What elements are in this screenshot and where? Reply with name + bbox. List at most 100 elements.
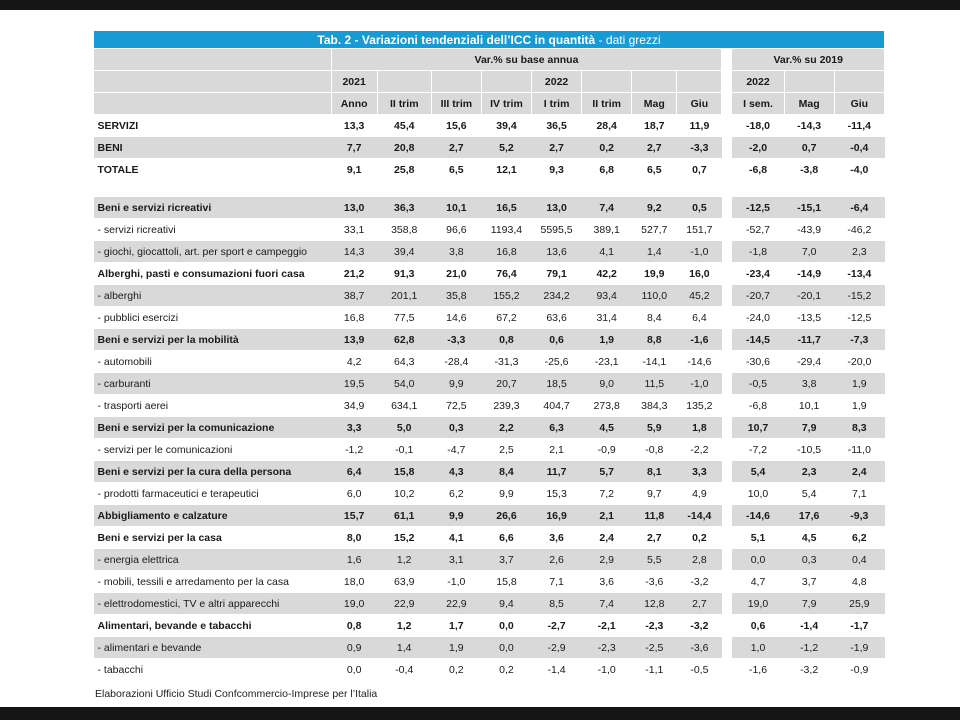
cell-value: 389,1 — [581, 218, 632, 241]
cell-value: 5595,5 — [531, 218, 582, 241]
cell-value: -52,7 — [731, 218, 785, 241]
cell-value: 5,5 — [631, 548, 677, 571]
cell-value: 8,5 — [531, 592, 582, 615]
table-row: Beni e servizi ricreativi 13,0 36,3 10,1 16,… — [93, 196, 885, 219]
cell-value: 9,4 — [481, 592, 532, 615]
cell-value: 7,9 — [784, 592, 835, 615]
table-row: - elettrodomestici, TV e altri apparecch… — [93, 592, 885, 615]
column-gap — [721, 218, 732, 241]
cell-value: 14,6 — [431, 306, 482, 329]
column-gap — [721, 658, 732, 681]
column-gap — [721, 438, 732, 461]
cell-value: 4,8 — [834, 570, 885, 593]
column-gap — [721, 570, 732, 593]
column-gap — [721, 136, 732, 159]
cell-value: 2,3 — [834, 240, 885, 263]
cell-value: 0,7 — [784, 136, 835, 159]
row-label: - giochi, giocattoli, art. per sport e c… — [93, 240, 332, 263]
cell-value: 91,3 — [377, 262, 432, 285]
cell-value: -28,4 — [431, 350, 482, 373]
cell-value: 21,2 — [331, 262, 378, 285]
cell-value: 5,4 — [731, 460, 785, 483]
cell-value: -13,4 — [834, 262, 885, 285]
cell-value: 5,1 — [731, 526, 785, 549]
row-label: - prodotti farmaceutici e terapeutici — [93, 482, 332, 505]
row-label: - trasporti aerei — [93, 394, 332, 417]
table-row: Alberghi, pasti e consumazioni fuori cas… — [93, 262, 885, 285]
cell-value: 0,5 — [676, 196, 722, 219]
cell-value: 12,8 — [631, 592, 677, 615]
cell-value: 16,5 — [481, 196, 532, 219]
cell-value: 10,1 — [784, 394, 835, 417]
cell-value: 3,6 — [531, 526, 582, 549]
cell-value: -11,4 — [834, 114, 885, 137]
cell-value: 16,8 — [481, 240, 532, 263]
table-row: - giochi, giocattoli, art. per sport e c… — [93, 240, 885, 263]
row-label: Abbigliamento e calzature — [93, 504, 332, 527]
cell-value: 135,2 — [676, 394, 722, 417]
row-label: - energia elettrica — [93, 548, 332, 571]
cell-value: -1,2 — [784, 636, 835, 659]
cell-value: 6,8 — [581, 158, 632, 181]
cell-value: 39,4 — [481, 114, 532, 137]
cell-value: 1,4 — [631, 240, 677, 263]
cell-value: 151,7 — [676, 218, 722, 241]
cell-value: 155,2 — [481, 284, 532, 307]
cell-value: -4,0 — [834, 158, 885, 181]
cell-value: -20,7 — [731, 284, 785, 307]
column-gap — [721, 92, 733, 115]
column-gap — [721, 482, 732, 505]
cell-value: 2,1 — [531, 438, 582, 461]
cell-value: 2,7 — [631, 136, 677, 159]
year-header-2022-right: 2022 — [731, 70, 785, 93]
column-header: Mag — [631, 92, 678, 115]
cell-value: -1,0 — [676, 372, 722, 395]
cell-value: -13,5 — [784, 306, 835, 329]
cell-value: 110,0 — [631, 284, 677, 307]
cell-value: 6,2 — [834, 526, 885, 549]
cell-value: 0,0 — [481, 614, 532, 637]
cell-value: 7,9 — [784, 416, 835, 439]
cell-value: 20,7 — [481, 372, 532, 395]
cell-value: 0,3 — [784, 548, 835, 571]
cell-value: 234,2 — [531, 284, 582, 307]
group-header-2019: Var.% su 2019 — [731, 48, 885, 71]
cell-value: -25,6 — [531, 350, 582, 373]
cell-value: 11,8 — [631, 504, 677, 527]
cell-value: 6,4 — [676, 306, 722, 329]
label-column-header — [93, 92, 332, 115]
cell-value: 2,9 — [581, 548, 632, 571]
icc-table-container: Tab. 2 - Variazioni tendenziali dell’ICC… — [93, 30, 886, 681]
cell-value: -3,2 — [784, 658, 835, 681]
cell-value: -0,1 — [377, 438, 432, 461]
cell-value: -24,0 — [731, 306, 785, 329]
cell-value: 16,8 — [331, 306, 378, 329]
cell-value: -1,4 — [531, 658, 582, 681]
cell-value: 2,6 — [531, 548, 582, 571]
cell-value: 4,5 — [581, 416, 632, 439]
cell-value: -20,0 — [834, 350, 885, 373]
table-row: Beni e servizi per la cura della persona… — [93, 460, 885, 483]
cell-value: 11,5 — [631, 372, 677, 395]
cell-value: 5,0 — [377, 416, 432, 439]
cell-value: -0,4 — [834, 136, 885, 159]
cell-value: 28,4 — [581, 114, 632, 137]
row-label: Beni e servizi per la comunicazione — [93, 416, 332, 439]
cell-value: 93,4 — [581, 284, 632, 307]
table-row: - carburanti 19,5 54,0 9,9 20,7 18,5 9,0 11,5 -1… — [93, 372, 885, 395]
cell-value: 4,1 — [581, 240, 632, 263]
cell-value: 63,9 — [377, 570, 432, 593]
cell-value: 10,0 — [731, 482, 785, 505]
cell-value: 0,0 — [331, 658, 378, 681]
cell-value: -23,1 — [581, 350, 632, 373]
cell-value: -2,7 — [531, 614, 582, 637]
table-row: - prodotti farmaceutici e terapeutici 6,0… — [93, 482, 885, 505]
table-row: Alimentari, bevande e tabacchi 0,8 1,2 1,7 0… — [93, 614, 885, 637]
cell-value: 7,4 — [581, 196, 632, 219]
row-label: - servizi ricreativi — [93, 218, 332, 241]
cell-value: 63,6 — [531, 306, 582, 329]
cell-value: 2,7 — [531, 136, 582, 159]
cell-value: 1,8 — [676, 416, 722, 439]
cell-value: 11,7 — [531, 460, 582, 483]
group-header-row: Var.% su base annua Var.% su 2019 — [93, 48, 885, 71]
